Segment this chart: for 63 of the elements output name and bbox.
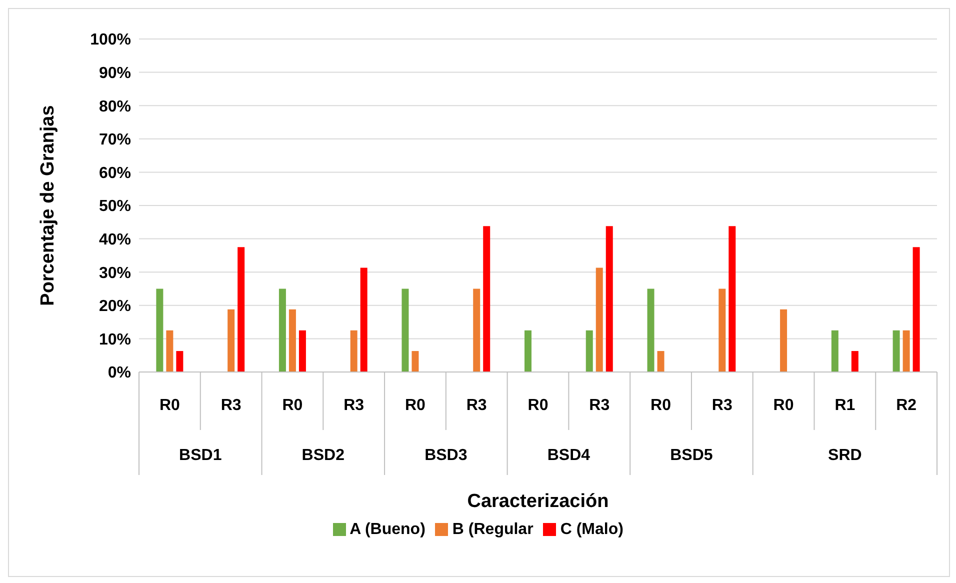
- x-tick-label: R1: [834, 397, 856, 414]
- bar: [288, 309, 296, 372]
- text: BSD2: [302, 447, 345, 464]
- legend-label: C (Malo): [560, 521, 624, 538]
- x-tick-label: R0: [159, 397, 180, 414]
- bar: [902, 330, 910, 372]
- x-tick-label: R3: [466, 397, 487, 414]
- y-tick-label: 100%: [90, 32, 131, 49]
- x-tick-label: R0: [282, 397, 303, 414]
- x-tick-label: R3: [712, 397, 732, 414]
- bar: [892, 330, 900, 372]
- x-axis-title: Caracterización: [467, 491, 609, 512]
- bar: [228, 309, 235, 372]
- bar: [360, 268, 368, 372]
- y-tick-label: 70%: [98, 132, 131, 149]
- bar: [647, 288, 654, 372]
- text: BSD5: [670, 447, 713, 464]
- text: BSD3: [424, 447, 468, 464]
- bar: [298, 330, 306, 372]
- bar: [586, 330, 593, 372]
- bar: [596, 268, 603, 372]
- x-tick-label: R3: [589, 397, 610, 414]
- bar: [831, 330, 838, 372]
- text: BSD4: [547, 447, 590, 464]
- x-tick-label: R3: [220, 397, 242, 414]
- x-tick-label: R2: [896, 397, 917, 414]
- x-tick-label: R0: [773, 397, 794, 414]
- y-tick-label: 10%: [98, 331, 131, 348]
- bar: [473, 288, 480, 372]
- text: SRD: [828, 447, 862, 464]
- text: BSD1: [179, 447, 222, 464]
- bar: [412, 351, 419, 372]
- bar: [728, 226, 736, 372]
- x-tick-label: R0: [650, 397, 672, 414]
- bar: [912, 247, 920, 372]
- y-tick-label: 30%: [98, 264, 131, 282]
- bar: [176, 351, 184, 372]
- bar: [238, 247, 245, 372]
- x-tick-label: R0: [528, 397, 548, 414]
- y-tick-label: 60%: [98, 164, 131, 182]
- y-tick-label: 20%: [98, 298, 131, 316]
- bar: [350, 330, 358, 372]
- bar: [402, 288, 409, 372]
- y-tick-label: 0%: [108, 364, 131, 382]
- y-tick-label: 90%: [98, 64, 131, 82]
- bar: [524, 330, 532, 372]
- bar: [156, 288, 164, 372]
- y-tick-label: 50%: [98, 198, 131, 216]
- legend-label: A (Bueno): [350, 521, 426, 538]
- legend-label: B (Regular: [452, 521, 534, 538]
- bar: [606, 226, 613, 372]
- bar: [718, 288, 726, 372]
- bar: [166, 330, 174, 372]
- x-tick-label: R0: [405, 397, 426, 414]
- bar: [657, 351, 664, 372]
- bar: [851, 351, 858, 372]
- bar: [780, 309, 788, 372]
- y-tick-label: 80%: [98, 98, 131, 116]
- x-tick-label: R3: [344, 397, 364, 414]
- y-tick-label: 40%: [98, 231, 131, 248]
- y-axis-title: Porcentaje de Granjas: [38, 105, 59, 306]
- bar: [278, 288, 286, 372]
- bar: [483, 226, 490, 372]
